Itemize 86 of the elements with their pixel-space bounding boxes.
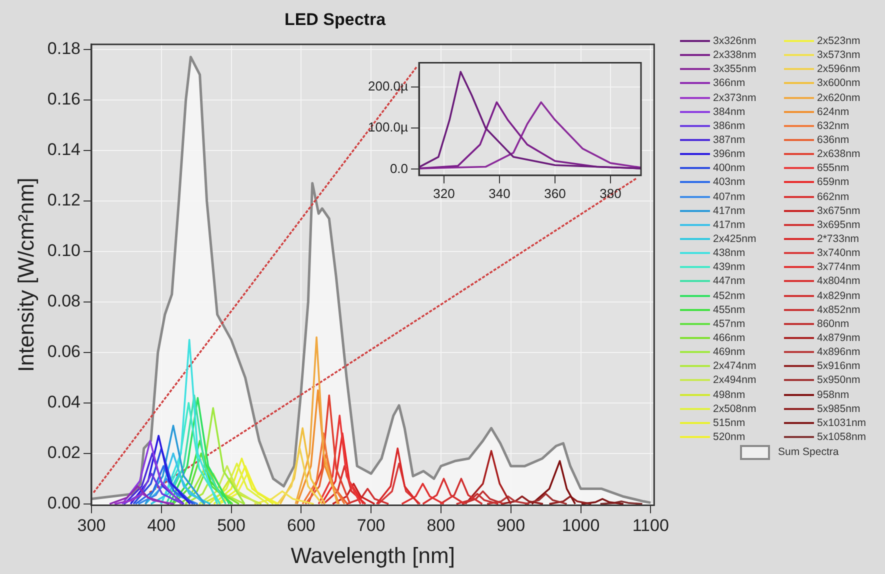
y-tick-label: 0.06 bbox=[47, 342, 80, 362]
legend-label: 2x338nm bbox=[713, 49, 756, 62]
legend-label: 958nm bbox=[817, 388, 850, 401]
legend-label: 662nm bbox=[817, 190, 850, 203]
legend-label: 3x695nm bbox=[817, 218, 860, 231]
legend-label: 386nm bbox=[713, 120, 746, 132]
legend-label: 5x985nm bbox=[817, 402, 860, 415]
legend-label: 2x508nm bbox=[713, 402, 756, 415]
legend-label: 2x596nm bbox=[817, 63, 860, 76]
legend-label: 2x523nm bbox=[817, 35, 860, 48]
legend-label: 655nm bbox=[817, 162, 850, 174]
legend-label: 2x373nm bbox=[713, 92, 756, 104]
y-tick-label: 0.18 bbox=[47, 39, 80, 58]
y-tick-label: 0.10 bbox=[47, 241, 80, 260]
legend-label: 5x916nm bbox=[817, 360, 860, 372]
legend-label: 366nm bbox=[713, 77, 746, 90]
legend-label: 403nm bbox=[713, 176, 746, 188]
x-tick-label: 320 bbox=[433, 186, 455, 201]
legend-label: 417nm bbox=[713, 218, 746, 231]
legend-label: 387nm bbox=[713, 134, 746, 146]
legend-label: 4x896nm bbox=[817, 346, 860, 358]
legend-label: 624nm bbox=[817, 106, 850, 118]
x-tick-label: 800 bbox=[426, 516, 456, 536]
legend-label: 466nm bbox=[713, 332, 746, 344]
legend-label: 2x620nm bbox=[817, 92, 860, 104]
y-tick-label: 0.12 bbox=[47, 190, 80, 210]
legend-label: 438nm bbox=[713, 247, 746, 260]
x-tick-label: 360 bbox=[544, 186, 566, 201]
legend-label: 452nm bbox=[713, 290, 746, 302]
legend-label: 520nm bbox=[713, 431, 746, 443]
x-tick-label: 900 bbox=[496, 516, 526, 536]
x-tick-label: 1000 bbox=[562, 516, 600, 536]
x-tick-label: 340 bbox=[488, 186, 510, 201]
legend-label: 636nm bbox=[817, 134, 850, 146]
x-axis-title: Wavelength [nm] bbox=[290, 542, 455, 568]
y-tick-label: 0.14 bbox=[47, 140, 80, 160]
x-tick-label: 700 bbox=[356, 516, 386, 536]
legend-label: 469nm bbox=[713, 346, 746, 358]
legend-label: 498nm bbox=[713, 388, 746, 401]
legend-label: 860nm bbox=[817, 318, 850, 330]
legend-label: 2x425nm bbox=[713, 233, 756, 246]
legend-label: 400nm bbox=[713, 162, 746, 174]
legend-label: 3x573nm bbox=[817, 49, 860, 62]
legend-label: 396nm bbox=[713, 148, 746, 160]
x-tick-label: 500 bbox=[217, 516, 246, 536]
y-tick-label: 0.08 bbox=[47, 292, 80, 311]
legend-label: 4x879nm bbox=[817, 332, 860, 344]
legend-label: 3x355nm bbox=[713, 63, 756, 76]
legend-label: 5x950nm bbox=[817, 374, 860, 386]
x-tick-label: 400 bbox=[147, 516, 176, 536]
legend-label: Sum Spectra bbox=[778, 446, 839, 458]
legend-label: 2x494nm bbox=[713, 374, 756, 386]
legend-label: 5x1058nm bbox=[817, 431, 866, 443]
legend-label: 384nm bbox=[713, 106, 746, 118]
x-tick-label: 300 bbox=[77, 516, 106, 536]
legend-label: 455nm bbox=[713, 304, 746, 316]
legend-label: 447nm bbox=[713, 275, 746, 288]
legend-label: 632nm bbox=[817, 120, 850, 132]
y-tick-label: 0.16 bbox=[47, 90, 80, 109]
legend-label: 2x638nm bbox=[817, 148, 860, 160]
legend-label: 515nm bbox=[713, 416, 746, 429]
chart-title: LED Spectra bbox=[284, 10, 386, 29]
y-tick-label: 200.0µ bbox=[368, 78, 409, 94]
y-axis-title: Intensity [W/cm²nm] bbox=[13, 178, 38, 372]
legend-label: 5x1031nm bbox=[817, 416, 866, 429]
legend-label: 3x774nm bbox=[817, 261, 860, 274]
legend-label: 2x474nm bbox=[713, 360, 756, 372]
legend-label: 2*733nm bbox=[817, 233, 860, 246]
x-tick-label: 1100 bbox=[632, 516, 669, 536]
legend-label: 3x600nm bbox=[817, 77, 860, 90]
y-tick-label: 0.02 bbox=[47, 443, 80, 462]
legend-label: 4x852nm bbox=[817, 304, 860, 316]
y-tick-label: 0.00 bbox=[47, 494, 80, 513]
legend-label: 457nm bbox=[713, 318, 746, 330]
legend-label: 407nm bbox=[713, 190, 746, 203]
legend-label: 3x740nm bbox=[817, 247, 860, 260]
legend-label: 439nm bbox=[713, 261, 746, 274]
legend-label: 3x675nm bbox=[817, 204, 860, 217]
legend-label: 659nm bbox=[817, 176, 850, 188]
x-tick-label: 600 bbox=[286, 516, 316, 536]
legend-label: 3x326nm bbox=[713, 35, 756, 48]
y-tick-label: 0.0 bbox=[390, 160, 408, 176]
legend-label: 4x829nm bbox=[817, 290, 860, 302]
y-tick-label: 0.04 bbox=[47, 392, 80, 412]
legend-label: 417nm bbox=[713, 204, 746, 217]
legend-label: 4x804nm bbox=[817, 275, 860, 288]
